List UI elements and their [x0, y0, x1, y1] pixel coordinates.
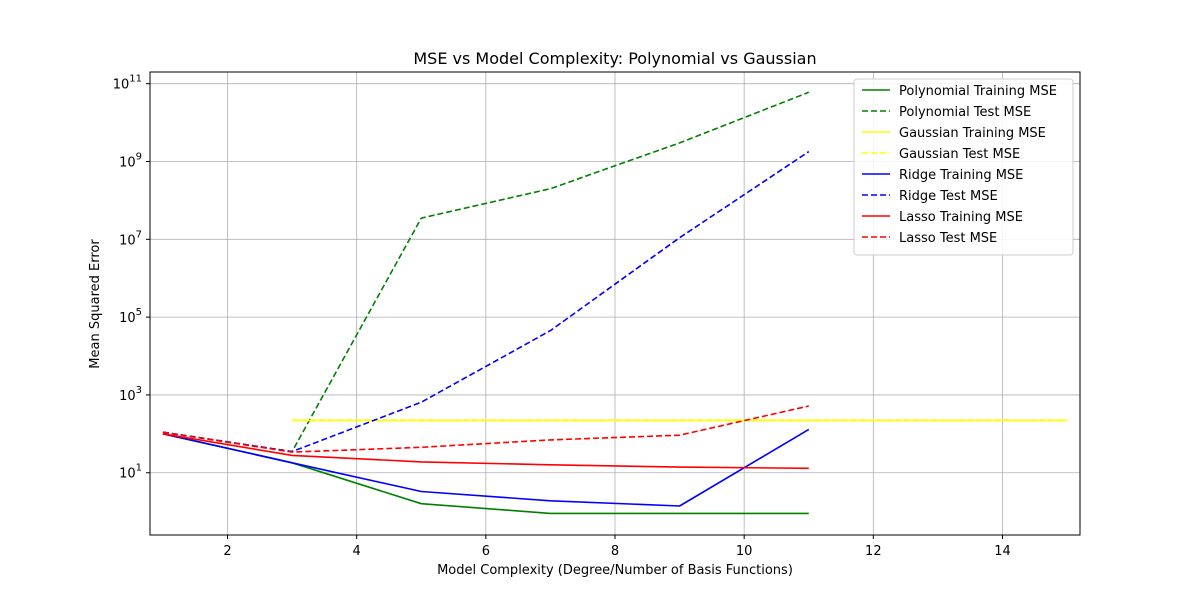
y-tick-base: 10: [113, 78, 130, 93]
legend-label: Ridge Training MSE: [899, 168, 1023, 183]
y-tick-exponent: 5: [136, 307, 142, 318]
x-tick-label: 12: [865, 544, 882, 559]
y-tick-label: 105: [119, 307, 142, 326]
y-axis-label: Mean Squared Error: [88, 239, 103, 369]
y-tick-label: 101: [119, 463, 142, 482]
x-tick-label: 6: [482, 544, 490, 559]
y-tick-base: 10: [119, 467, 136, 482]
chart-title: MSE vs Model Complexity: Polynomial vs G…: [413, 49, 816, 68]
y-tick-base: 10: [119, 233, 136, 248]
legend-label: Polynomial Test MSE: [899, 105, 1031, 120]
x-tick-label: 10: [736, 544, 753, 559]
legend-label: Gaussian Training MSE: [899, 126, 1046, 141]
y-tick-base: 10: [119, 311, 136, 326]
series-line-7: [162, 433, 809, 470]
legend-label: Lasso Training MSE: [899, 210, 1023, 225]
x-tick-label: 2: [223, 544, 231, 559]
y-tick-label: 103: [119, 385, 142, 404]
legend-label: Gaussian Test MSE: [899, 147, 1020, 162]
y-tick-exponent: 1: [136, 463, 142, 474]
y-tick-label: 109: [119, 151, 142, 170]
series-line-5: [162, 428, 810, 507]
legend-label: Lasso Test MSE: [899, 231, 997, 246]
legend: Polynomial Training MSE Polynomial Test M…: [853, 78, 1074, 256]
x-tick-label: 4: [353, 544, 361, 559]
legend-label: Ridge Test MSE: [899, 189, 998, 204]
x-axis-ticks: 2 4 6 8 10 12 14: [223, 535, 1011, 559]
y-tick-base: 10: [119, 389, 136, 404]
y-tick-exponent: 7: [136, 229, 142, 240]
legend-label: Polynomial Training MSE: [899, 84, 1057, 99]
series-line-8: [162, 405, 809, 453]
series-layer: [162, 91, 1068, 515]
y-tick-label: 1011: [113, 74, 142, 93]
y-tick-base: 10: [119, 155, 136, 170]
x-tick-label: 14: [994, 544, 1011, 559]
y-tick-label: 107: [119, 229, 142, 248]
y-tick-exponent: 9: [136, 151, 142, 162]
y-tick-exponent: 11: [129, 74, 142, 85]
legend-box: [853, 78, 1074, 256]
y-tick-exponent: 3: [136, 385, 142, 396]
x-tick-label: 8: [611, 544, 619, 559]
x-axis-label: Model Complexity (Degree/Number of Basis…: [437, 563, 793, 578]
